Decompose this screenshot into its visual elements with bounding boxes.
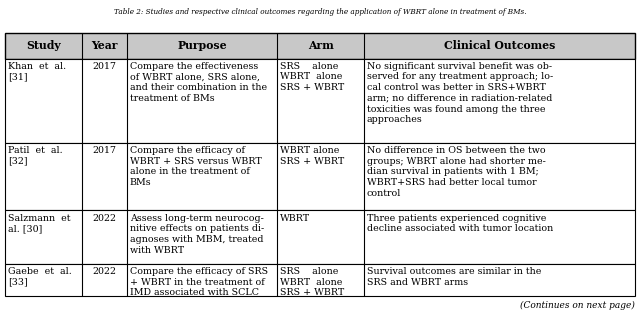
Text: Study: Study xyxy=(26,40,61,51)
Text: Compare the efficacy of
WBRT + SRS versus WBRT
alone in the treatment of
BMs: Compare the efficacy of WBRT + SRS versu… xyxy=(130,146,262,187)
Text: Compare the efficacy of SRS
+ WBRT in the treatment of
IMD associated with SCLC: Compare the efficacy of SRS + WBRT in th… xyxy=(130,267,268,297)
Bar xyxy=(5,33,635,59)
Text: 2022: 2022 xyxy=(93,267,116,276)
Bar xyxy=(5,143,635,210)
Text: 2017: 2017 xyxy=(93,146,116,155)
Text: 2022: 2022 xyxy=(93,213,116,223)
Text: Gaebe  et  al.
[33]: Gaebe et al. [33] xyxy=(8,267,72,287)
Text: No significant survival benefit was ob-
served for any treatment approach; lo-
c: No significant survival benefit was ob- … xyxy=(367,62,553,124)
Text: Clinical Outcomes: Clinical Outcomes xyxy=(444,40,555,51)
Text: Table 2: Studies and respective clinical outcomes regarding the application of W: Table 2: Studies and respective clinical… xyxy=(114,8,526,16)
Text: WBRT: WBRT xyxy=(280,213,310,223)
Text: Three patients experienced cognitive
decline associated with tumor location: Three patients experienced cognitive dec… xyxy=(367,213,553,233)
Text: SRS    alone
WBRT  alone
SRS + WBRT: SRS alone WBRT alone SRS + WBRT xyxy=(280,62,344,92)
Text: Patil  et  al.
[32]: Patil et al. [32] xyxy=(8,146,62,166)
Text: Survival outcomes are similar in the
SRS and WBRT arms: Survival outcomes are similar in the SRS… xyxy=(367,267,541,287)
Bar xyxy=(5,59,635,143)
Text: 2017: 2017 xyxy=(93,62,116,71)
Text: Purpose: Purpose xyxy=(177,40,227,51)
Text: No difference in OS between the two
groups; WBRT alone had shorter me-
dian surv: No difference in OS between the two grou… xyxy=(367,146,545,198)
Text: Year: Year xyxy=(92,40,118,51)
Text: Assess long-term neurocog-
nitive effects on patients di-
agnoses with MBM, trea: Assess long-term neurocog- nitive effect… xyxy=(130,213,264,255)
Bar xyxy=(5,264,635,296)
Text: Arm: Arm xyxy=(308,40,333,51)
Text: SRS    alone
WBRT  alone
SRS + WBRT: SRS alone WBRT alone SRS + WBRT xyxy=(280,267,344,297)
Text: Khan  et  al.
[31]: Khan et al. [31] xyxy=(8,62,66,81)
Text: WBRT alone
SRS + WBRT: WBRT alone SRS + WBRT xyxy=(280,146,344,166)
Text: Compare the effectiveness
of WBRT alone, SRS alone,
and their combination in the: Compare the effectiveness of WBRT alone,… xyxy=(130,62,267,103)
Text: (Continues on next page): (Continues on next page) xyxy=(520,301,635,310)
Bar xyxy=(5,210,635,264)
Text: Salzmann  et
al. [30]: Salzmann et al. [30] xyxy=(8,213,70,233)
